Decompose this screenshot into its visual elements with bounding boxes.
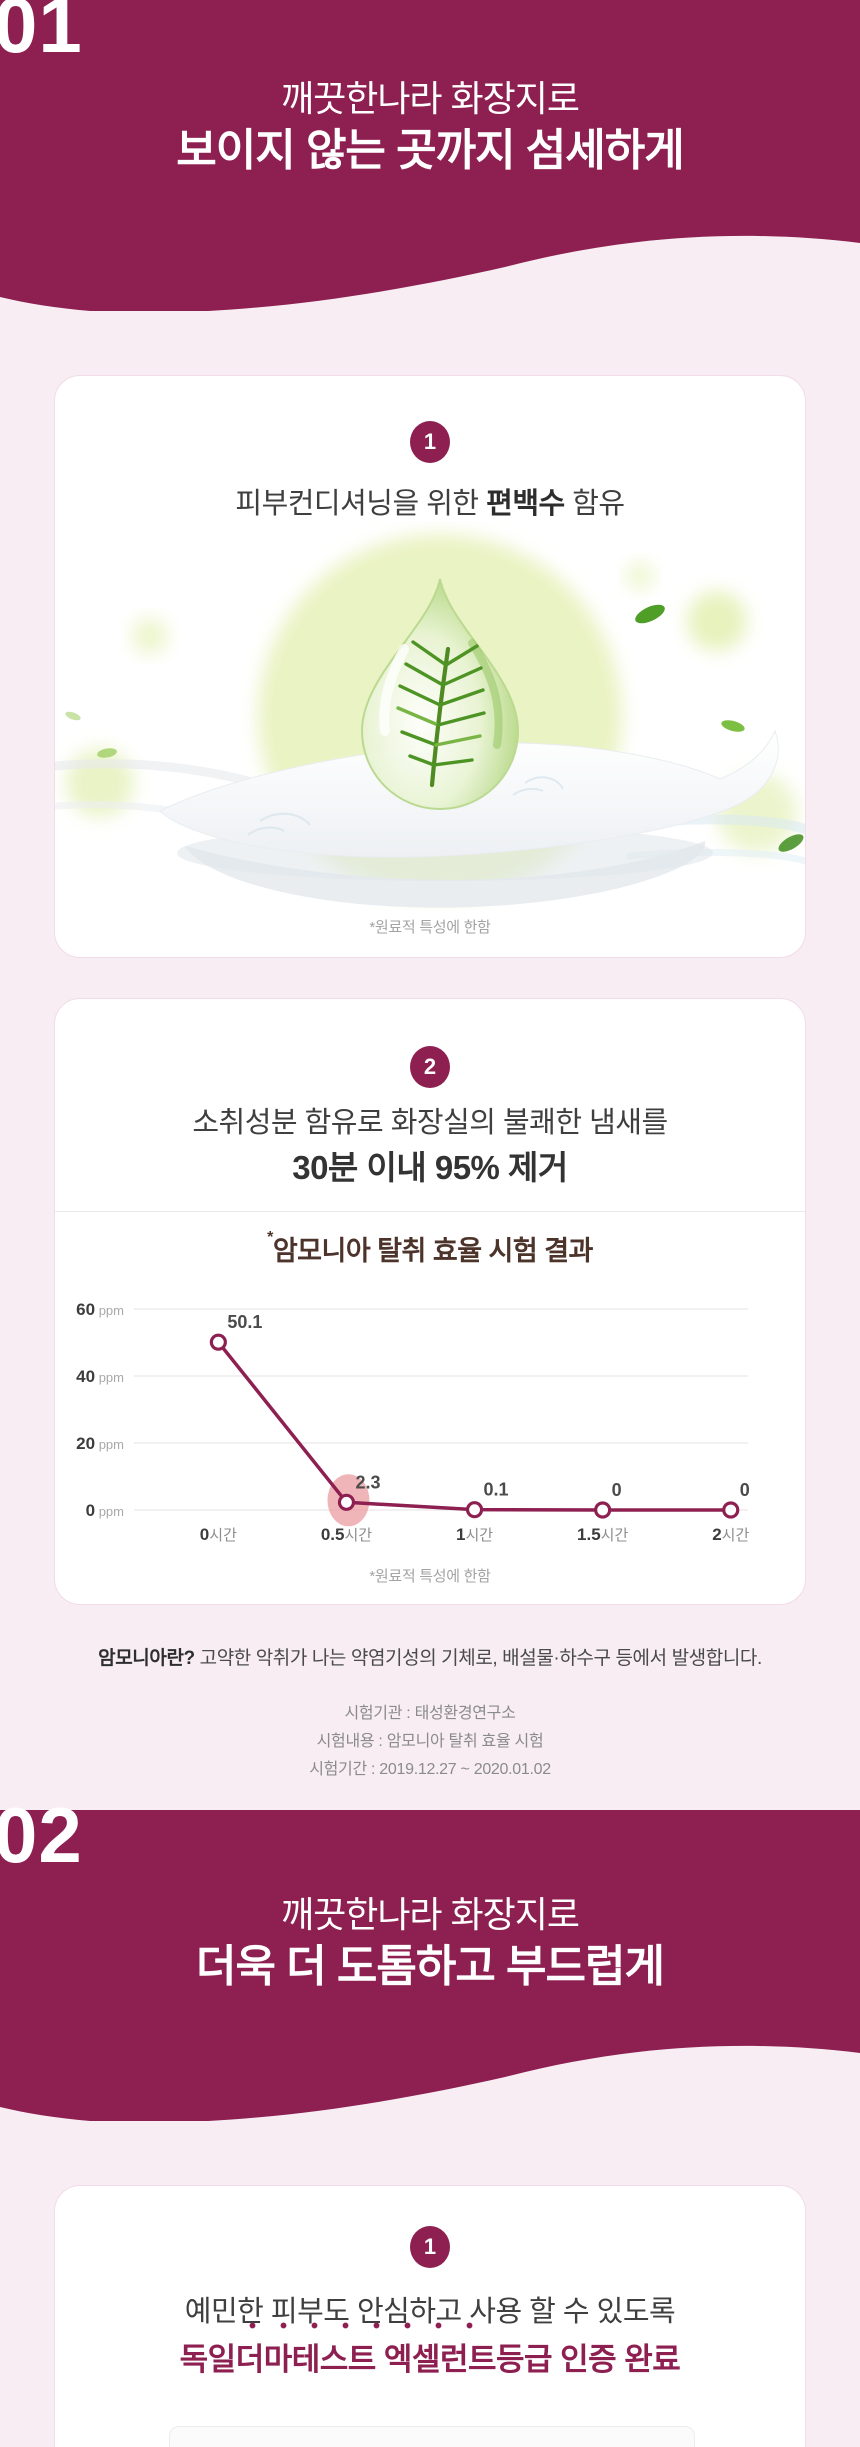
chart-footnote: *원료적 특성에 한함 [369, 1568, 491, 1585]
svg-text:0: 0 [740, 1480, 750, 1500]
feature-card-dermatest: 1 예민한 피부도 안심하고 사용 할 수 있도록 독일 더마테스트 엑셀런트 … [54, 2185, 806, 2447]
test-info-content: 시험내용 : 암모니아 탈취 효율 시험 [316, 1733, 544, 1750]
heading-bold: 편백수 [486, 488, 565, 520]
section-title-line1: 깨끗한나라 화장지로 [280, 78, 580, 119]
cert-pre: 독일 [179, 2342, 237, 2377]
card-heading-line1: 소취성분 함유로 화장실의 불쾌한 냄새를 [192, 1107, 668, 1139]
card-heading: 피부컨디셔닝을 위한 편백수 함유 [55, 480, 805, 522]
svg-text:50.1: 50.1 [227, 1312, 262, 1332]
ammonia-line-chart: 60 ppm 40 ppm 20 ppm 0 ppm 0시간 0.5시간 1시간 1.5시간 2… [56, 1291, 806, 1553]
section-number: 01 [0, 0, 83, 69]
number-badge: 2 [410, 1046, 450, 1088]
cert-dotted-emphasis: 더마테스트 엑셀런트 [235, 2321, 496, 2379]
chart-title: *암모니아 탈취 효율 시험 결과 [267, 1229, 593, 1266]
divider-line [55, 1211, 805, 1212]
wave-divider [0, 2037, 860, 2121]
certificate-image-placeholder [169, 2426, 695, 2447]
test-info-agency: 시험기관 : 태성환경연구소 [344, 1705, 516, 1722]
chart-title-asterisk: * [267, 1229, 273, 1246]
svg-text:1.5시간: 1.5시간 [577, 1525, 628, 1544]
ammonia-definition: 암모니아란? 고약한 악취가 나는 약염기성의 기체로, 배설물·하수구 등에서… [0, 1643, 860, 1670]
section-title-line2: 보이지 않는 곳까지 섬세하게 [176, 126, 684, 175]
svg-text:0.1: 0.1 [484, 1480, 509, 1500]
hinoki-sprig [396, 640, 486, 788]
svg-text:0: 0 [612, 1480, 622, 1500]
wave-divider [0, 227, 860, 311]
section-number: 02 [0, 1791, 83, 1879]
section-02-hero: 02 깨끗한나라 화장지로 더욱 더 도톰하고 부드럽게 [0, 1796, 860, 2122]
svg-text:0시간: 0시간 [200, 1525, 237, 1544]
svg-text:20 ppm: 20 ppm [76, 1434, 124, 1453]
heading-pre: 피부컨디셔닝을 위한 [235, 488, 487, 520]
number-badge: 1 [410, 2226, 450, 2268]
section-title-line1: 깨끗한나라 화장지로 [280, 1894, 580, 1935]
feature-card-hinoki-water: 1 피부컨디셔닝을 위한 편백수 함유 [54, 375, 806, 958]
dermatest-cert-line: 독일 더마테스트 엑셀런트 등급 인증 완료 [55, 2321, 805, 2379]
heading-post: 함유 [564, 488, 625, 520]
svg-text:0.5시간: 0.5시간 [321, 1525, 372, 1544]
svg-text:60 ppm: 60 ppm [76, 1300, 124, 1319]
water-droplet [360, 578, 520, 810]
svg-text:1시간: 1시간 [456, 1525, 493, 1544]
section-01-hero: 01 깨끗한나라 화장지로 보이지 않는 곳까지 섬세하게 [0, 0, 860, 312]
svg-text:40 ppm: 40 ppm [76, 1367, 124, 1386]
hinoki-droplet-tissue-illustration [55, 534, 805, 908]
section-02-hero-background [0, 1810, 860, 2038]
flying-leaves [65, 604, 804, 852]
ammonia-definition-term: 암모니아란? [98, 1648, 195, 1669]
ammonia-definition-text: 고약한 악취가 나는 약염기성의 기체로, 배설물·하수구 등에서 발생합니다. [194, 1648, 763, 1669]
svg-text:2.3: 2.3 [355, 1472, 380, 1492]
cert-post: 등급 인증 완료 [495, 2342, 681, 2377]
card-heading-line2: 30분 이내 95% 제거 [292, 1149, 568, 1186]
number-badge: 1 [410, 421, 450, 463]
section-title-line2: 더욱 더 도톰하고 부드럽게 [196, 1942, 665, 1991]
feature-card-deodorizing: 2 소취성분 함유로 화장실의 불쾌한 냄새를 30분 이내 95% 제거 *암… [54, 998, 806, 1605]
card-footnote: *원료적 특성에 한함 [369, 919, 491, 936]
section-01-hero-background [0, 0, 860, 228]
svg-text:2시간: 2시간 [712, 1525, 749, 1544]
test-info-block: 시험기관 : 태성환경연구소 시험내용 : 암모니아 탈취 효율 시험 시험기간… [0, 1700, 860, 1784]
test-info-period: 시험기간 : 2019.12.27 ~ 2020.01.02 [309, 1761, 551, 1778]
svg-text:0 ppm: 0 ppm [86, 1501, 124, 1520]
tissue-lower-sheet [185, 841, 706, 908]
